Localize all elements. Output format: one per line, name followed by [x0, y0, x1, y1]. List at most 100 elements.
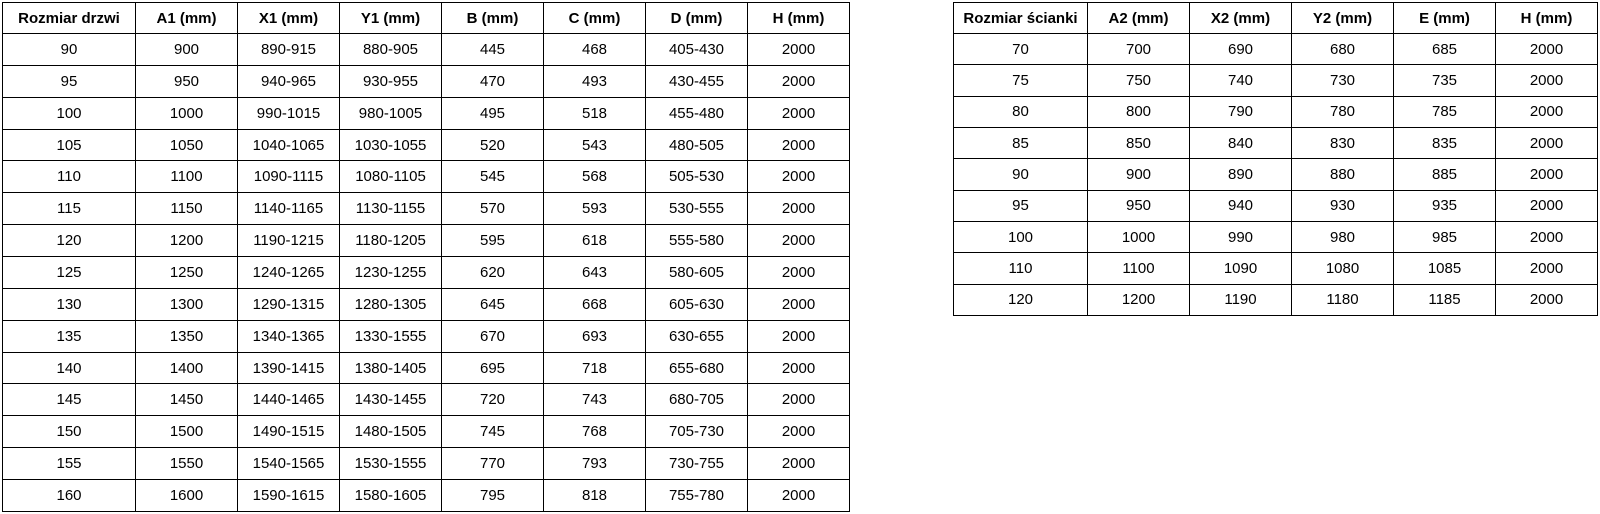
table-cell: 110	[953, 252, 1088, 285]
table-cell: 1050	[135, 128, 238, 162]
table-cell: 730	[1291, 64, 1394, 97]
door-size-table: Rozmiar drzwi A1 (mm) X1 (mm) Y1 (mm) B (mm)…	[2, 2, 850, 512]
table-cell: 850	[1087, 126, 1190, 160]
table-cell: 2000	[1495, 32, 1598, 66]
table-cell: 100	[953, 220, 1088, 254]
table-cell: 2000	[747, 287, 850, 321]
table-cell: 2000	[747, 447, 850, 481]
table-cell: 115	[2, 192, 136, 226]
column-header: X1 (mm)	[237, 2, 340, 34]
table-cell: 493	[543, 64, 646, 98]
table-cell: 1200	[135, 224, 238, 258]
table-cell: 780	[1291, 95, 1394, 128]
table-cell: 1100	[135, 160, 238, 194]
column-header: A1 (mm)	[135, 2, 238, 34]
table-cell: 740	[1189, 64, 1292, 97]
column-header: D (mm)	[645, 2, 748, 34]
table-cell: 1030-1055	[339, 128, 442, 162]
table-cell: 690	[1189, 32, 1292, 66]
table-cell: 1600	[135, 479, 238, 512]
table-cell: 768	[543, 415, 646, 449]
column-header: C (mm)	[543, 2, 646, 34]
table-row: 120 1200 1190 1180 1185 2000	[953, 283, 1598, 317]
table-cell: 770	[441, 447, 544, 481]
table-cell: 555-580	[645, 224, 748, 258]
table-row: 120 1200 1190-1215 1180-1205 595 618 555-580 20…	[2, 224, 850, 258]
table-row: 110 1100 1090 1080 1085 2000	[953, 252, 1598, 285]
table-cell: 145	[2, 383, 136, 417]
table-cell: 430-455	[645, 64, 748, 98]
table-cell: 495	[441, 96, 544, 130]
table-cell: 900	[1087, 158, 1190, 191]
table-cell: 655-680	[645, 351, 748, 385]
table-cell: 745	[441, 415, 544, 449]
table-cell: 1250	[135, 256, 238, 289]
table-cell: 1140-1165	[237, 192, 340, 226]
table-cell: 1180-1205	[339, 224, 442, 258]
table-cell: 470	[441, 64, 544, 98]
door-table-header-row: Rozmiar drzwi A1 (mm) X1 (mm) Y1 (mm) B (mm)…	[2, 2, 850, 34]
wall-size-table: Rozmiar ścianki A2 (mm) X2 (mm) Y2 (mm) E (m…	[953, 2, 1598, 317]
table-cell: 1090	[1189, 252, 1292, 285]
table-cell: 1440-1465	[237, 383, 340, 417]
table-cell: 1185	[1393, 283, 1496, 317]
table-cell: 1280-1305	[339, 287, 442, 321]
column-header: Rozmiar drzwi	[2, 2, 136, 34]
table-cell: 990	[1189, 220, 1292, 254]
table-cell: 1550	[135, 447, 238, 481]
table-cell: 1300	[135, 287, 238, 321]
table-cell: 1190	[1189, 283, 1292, 317]
table-cell: 618	[543, 224, 646, 258]
table-row: 145 1450 1440-1465 1430-1455 720 743 680-705 20…	[2, 383, 850, 417]
table-cell: 735	[1393, 64, 1496, 97]
table-cell: 543	[543, 128, 646, 162]
table-cell: 2000	[747, 256, 850, 289]
table-cell: 518	[543, 96, 646, 130]
table-cell: 130	[2, 287, 136, 321]
column-header: Y1 (mm)	[339, 2, 442, 34]
table-cell: 785	[1393, 95, 1496, 128]
table-cell: 743	[543, 383, 646, 417]
table-cell: 95	[2, 64, 136, 98]
table-row: 100 1000 990-1015 980-1005 495 518 455-480 2000	[2, 96, 850, 130]
table-cell: 1450	[135, 383, 238, 417]
table-cell: 1430-1455	[339, 383, 442, 417]
table-cell: 2000	[747, 33, 850, 66]
table-cell: 2000	[747, 319, 850, 353]
table-cell: 930-955	[339, 64, 442, 98]
table-cell: 2000	[747, 96, 850, 130]
table-cell: 135	[2, 319, 136, 353]
table-cell: 1180	[1291, 283, 1394, 317]
table-cell: 75	[953, 64, 1088, 97]
table-row: 130 1300 1290-1315 1280-1305 645 668 605-630 20…	[2, 287, 850, 321]
wall-table-header-row: Rozmiar ścianki A2 (mm) X2 (mm) Y2 (mm) E (m…	[953, 2, 1598, 34]
table-cell: 755-780	[645, 479, 748, 512]
table-cell: 580-605	[645, 256, 748, 289]
table-cell: 90	[953, 158, 1088, 191]
table-cell: 668	[543, 287, 646, 321]
column-header: H (mm)	[1495, 2, 1598, 34]
table-row: 110 1100 1090-1115 1080-1105 545 568 505-530 20…	[2, 160, 850, 194]
table-cell: 900	[135, 33, 238, 66]
table-cell: 1100	[1087, 252, 1190, 285]
table-cell: 2000	[1495, 158, 1598, 191]
table-cell: 680-705	[645, 383, 748, 417]
table-row: 75 750 740 730 735 2000	[953, 64, 1598, 97]
column-header: A2 (mm)	[1087, 2, 1190, 34]
table-cell: 105	[2, 128, 136, 162]
table-cell: 693	[543, 319, 646, 353]
table-row: 90 900 890-915 880-905 445 468 405-430 2000	[2, 33, 850, 66]
table-cell: 1580-1605	[339, 479, 442, 512]
table-cell: 80	[953, 95, 1088, 128]
table-cell: 840	[1189, 126, 1292, 160]
table-cell: 1500	[135, 415, 238, 449]
table-cell: 85	[953, 126, 1088, 160]
table-cell: 1340-1365	[237, 319, 340, 353]
table-cell: 2000	[747, 415, 850, 449]
table-cell: 1085	[1393, 252, 1496, 285]
table-cell: 2000	[1495, 64, 1598, 97]
table-cell: 445	[441, 33, 544, 66]
column-header: Rozmiar ścianki	[953, 2, 1088, 34]
table-cell: 1200	[1087, 283, 1190, 317]
table-cell: 1390-1415	[237, 351, 340, 385]
